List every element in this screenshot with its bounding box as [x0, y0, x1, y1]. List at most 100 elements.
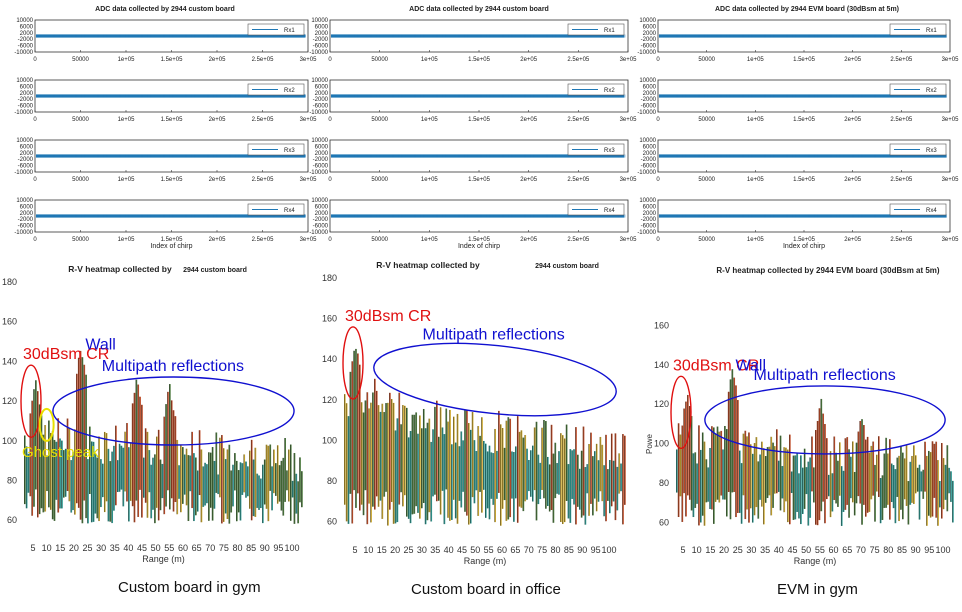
adc-ytick-label: 2000	[20, 31, 34, 37]
heatmap-bar	[96, 457, 99, 519]
heatmap-bar	[829, 451, 832, 518]
adc-signal-line	[331, 154, 625, 158]
adc-signal-line	[331, 34, 625, 38]
heatmap-bar	[196, 470, 199, 512]
heatmap-bar-edge	[289, 444, 291, 521]
adc-xtick-label: 50000	[698, 237, 715, 243]
heatmap-bar-edge	[685, 401, 686, 517]
heatmap-bar	[385, 403, 387, 492]
heatmap-xtick-label: 40	[444, 545, 454, 555]
adc-ytick-label: 6000	[20, 204, 34, 210]
heatmap-bar-edge	[887, 453, 888, 505]
heatmap-bar-edge	[798, 473, 800, 519]
heatmap-bar	[368, 408, 371, 504]
heatmap-bar-edge	[802, 467, 803, 514]
heatmap-bar	[859, 420, 862, 504]
heatmap-bar-edge	[37, 391, 38, 518]
adc-xtick-label: 1.5e+05	[468, 177, 491, 183]
heatmap-bar	[746, 436, 749, 510]
heatmap-bar	[515, 446, 517, 499]
heatmap-bar-edge	[579, 468, 580, 510]
heatmap-bar-edge	[254, 447, 256, 517]
heatmap-xtick-label: 35	[760, 545, 770, 555]
heatmap-bar-edge	[471, 412, 473, 498]
adc-xtick-label: 1.5e+05	[468, 237, 491, 243]
heatmap-bar-edge	[415, 412, 417, 507]
heatmap-bar-edge	[102, 463, 103, 498]
heatmap-bar	[616, 466, 619, 511]
heatmap-bar	[481, 417, 483, 513]
heatmap-bar	[398, 392, 401, 505]
adc-xtick-label: 2.5e+05	[252, 117, 275, 123]
heatmap-bar-edge	[208, 452, 209, 521]
heatmap-bar-edge	[696, 463, 698, 504]
heatmap-bar	[250, 439, 253, 521]
adc-ytick-label: -6000	[18, 104, 34, 110]
heatmap-bar	[271, 466, 273, 511]
heatmap-bar	[436, 400, 438, 502]
heatmap-bar	[844, 438, 847, 510]
heatmap-bar-edge	[590, 432, 591, 504]
heatmap-bar	[796, 452, 799, 512]
adc-xtick-label: 1.5e+05	[793, 117, 816, 123]
heatmap-bar-edge	[726, 429, 727, 517]
heatmap-bar	[206, 464, 208, 504]
heatmap-xtick-label: 10	[363, 545, 373, 555]
heatmap-bar	[824, 424, 826, 524]
heatmap-bar-edge	[766, 447, 768, 499]
heatmap-bar-edge	[490, 452, 492, 499]
heatmap-bar-edge	[777, 460, 779, 492]
heatmap-bar-edge	[556, 463, 558, 494]
adc-xtick-label: 2e+05	[520, 57, 538, 63]
heatmap-bar	[299, 457, 301, 503]
heatmap-bar	[460, 431, 463, 508]
heatmap-bar-edge	[718, 431, 720, 503]
heatmap-bar-edge	[44, 425, 46, 512]
heatmap-xtick-label: 35	[430, 545, 440, 555]
heatmap-bar	[38, 404, 41, 515]
heatmap-bar	[781, 466, 784, 499]
heatmap-bar	[846, 437, 849, 505]
adc-xtick-label: 1e+05	[118, 237, 136, 243]
heatmap-xtick-label: 60	[497, 545, 507, 555]
heatmap-bar	[688, 406, 691, 500]
adc-ytick-label: 2000	[643, 91, 657, 97]
adc-ytick-label: -6000	[313, 164, 329, 170]
multipath-label: Multipath reflections	[102, 358, 244, 375]
heatmap-bar	[498, 410, 500, 493]
heatmap-bar-edge	[55, 441, 57, 500]
heatmap-xtick-label: 40	[774, 545, 784, 555]
heatmap-bar	[805, 467, 808, 495]
heatmap-bar	[226, 449, 229, 520]
heatmap-bar-edge	[573, 449, 575, 505]
heatmap-bar	[569, 449, 572, 523]
adc-xtick-label: 50000	[72, 57, 89, 63]
heatmap-bar-edge	[577, 454, 578, 507]
heatmap-bar-edge	[707, 467, 709, 502]
adc-xtick-label: 3e+05	[620, 177, 638, 183]
heatmap-bar-edge	[933, 443, 935, 498]
heatmap-bar	[757, 461, 760, 519]
heatmap-bar-edge	[439, 407, 441, 515]
heatmap-bar	[438, 436, 440, 501]
adc-xtick-label: 2.5e+05	[890, 57, 913, 63]
heatmap-bar-edge	[779, 435, 781, 511]
heatmap-bar-edge	[852, 441, 853, 503]
heatmap-bar-edge	[117, 460, 118, 493]
heatmap-xtick-label: 90	[577, 545, 587, 555]
heatmap-bar-edge	[92, 441, 94, 522]
heatmap-bar	[842, 470, 845, 512]
heatmap-bar	[33, 389, 35, 507]
heatmap-bar-edge	[223, 448, 224, 522]
adc-xtick-label: 0	[656, 177, 660, 183]
heatmap-xtick-label: 100	[935, 545, 950, 555]
heatmap-bar	[89, 426, 91, 495]
adc-ytick-label: 10000	[639, 78, 656, 84]
heatmap-bar-edge	[441, 427, 443, 491]
heatmap-bar	[683, 408, 686, 494]
heatmap-bar-edge	[383, 412, 385, 497]
heatmap-bar	[913, 445, 915, 504]
